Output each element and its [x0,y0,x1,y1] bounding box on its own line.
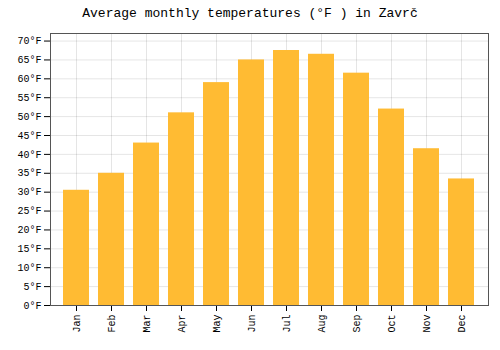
svg-text:35°F: 35°F [17,168,41,179]
svg-text:40°F: 40°F [17,150,41,161]
svg-text:15°F: 15°F [17,244,41,255]
svg-text:0°F: 0°F [23,301,41,312]
svg-text:Sep: Sep [352,315,363,333]
svg-text:70°F: 70°F [17,36,41,47]
svg-text:Apr: Apr [177,315,188,333]
svg-text:10°F: 10°F [17,263,41,274]
svg-text:Jan: Jan [72,315,83,333]
html-text:Average monthly temperatures (: Average monthly temperatures (°F ) in Za… [82,6,418,21]
svg-text:Mar: Mar [142,315,153,333]
svg-text:25°F: 25°F [17,206,41,217]
svg-text:60°F: 60°F [17,74,41,85]
svg-text:50°F: 50°F [17,112,41,123]
svg-text:65°F: 65°F [17,55,41,66]
svg-text:May: May [212,315,223,333]
svg-text:Feb: Feb [107,315,118,333]
svg-text:Dec: Dec [457,315,468,333]
svg-text:30°F: 30°F [17,187,41,198]
svg-text:5°F: 5°F [23,282,41,293]
svg-text:Jun: Jun [247,315,258,333]
svg-text:Oct: Oct [387,315,398,333]
svg-text:Jul: Jul [282,315,293,333]
svg-text:Nov: Nov [422,315,433,333]
svg-text:45°F: 45°F [17,131,41,142]
svg-text:20°F: 20°F [17,225,41,236]
svg-text:Aug: Aug [317,315,328,333]
svg-text:55°F: 55°F [17,93,41,104]
